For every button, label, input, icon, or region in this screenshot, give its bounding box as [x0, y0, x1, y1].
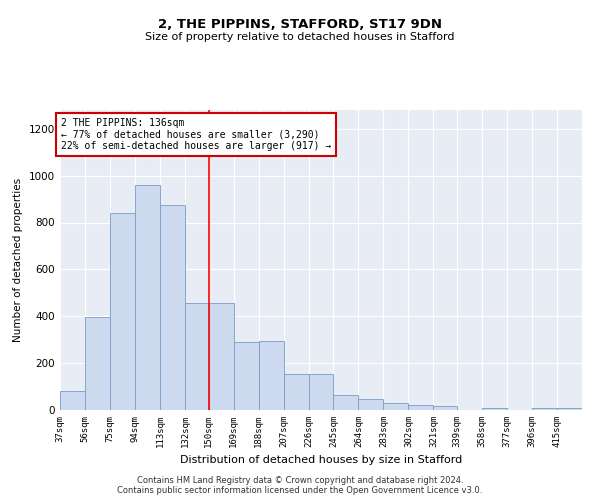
Bar [409, 406, 433, 410]
Text: 2 THE PIPPINS: 136sqm
← 77% of detached houses are smaller (3,290)
22% of semi-d: 2 THE PIPPINS: 136sqm ← 77% of detached … [61, 118, 332, 152]
Text: Contains public sector information licensed under the Open Government Licence v3: Contains public sector information licen… [118, 486, 482, 495]
Bar [334, 395, 358, 410]
Y-axis label: Number of detached properties: Number of detached properties [13, 178, 23, 342]
Text: 2, THE PIPPINS, STAFFORD, ST17 9DN: 2, THE PIPPINS, STAFFORD, ST17 9DN [158, 18, 442, 30]
Bar [284, 374, 308, 410]
Bar [209, 304, 233, 410]
Bar [557, 408, 582, 410]
Bar [160, 205, 185, 410]
Text: Contains HM Land Registry data © Crown copyright and database right 2024.: Contains HM Land Registry data © Crown c… [137, 476, 463, 485]
Bar [383, 403, 409, 410]
Bar [185, 304, 209, 410]
Text: Size of property relative to detached houses in Stafford: Size of property relative to detached ho… [145, 32, 455, 42]
Bar [433, 406, 457, 410]
Bar [110, 213, 135, 410]
X-axis label: Distribution of detached houses by size in Stafford: Distribution of detached houses by size … [180, 456, 462, 466]
Bar [259, 341, 284, 410]
Bar [358, 399, 383, 410]
Bar [60, 391, 85, 410]
Bar [532, 408, 557, 410]
Bar [308, 374, 334, 410]
Bar [233, 342, 259, 410]
Bar [482, 408, 507, 410]
Bar [85, 318, 110, 410]
Bar [135, 185, 160, 410]
